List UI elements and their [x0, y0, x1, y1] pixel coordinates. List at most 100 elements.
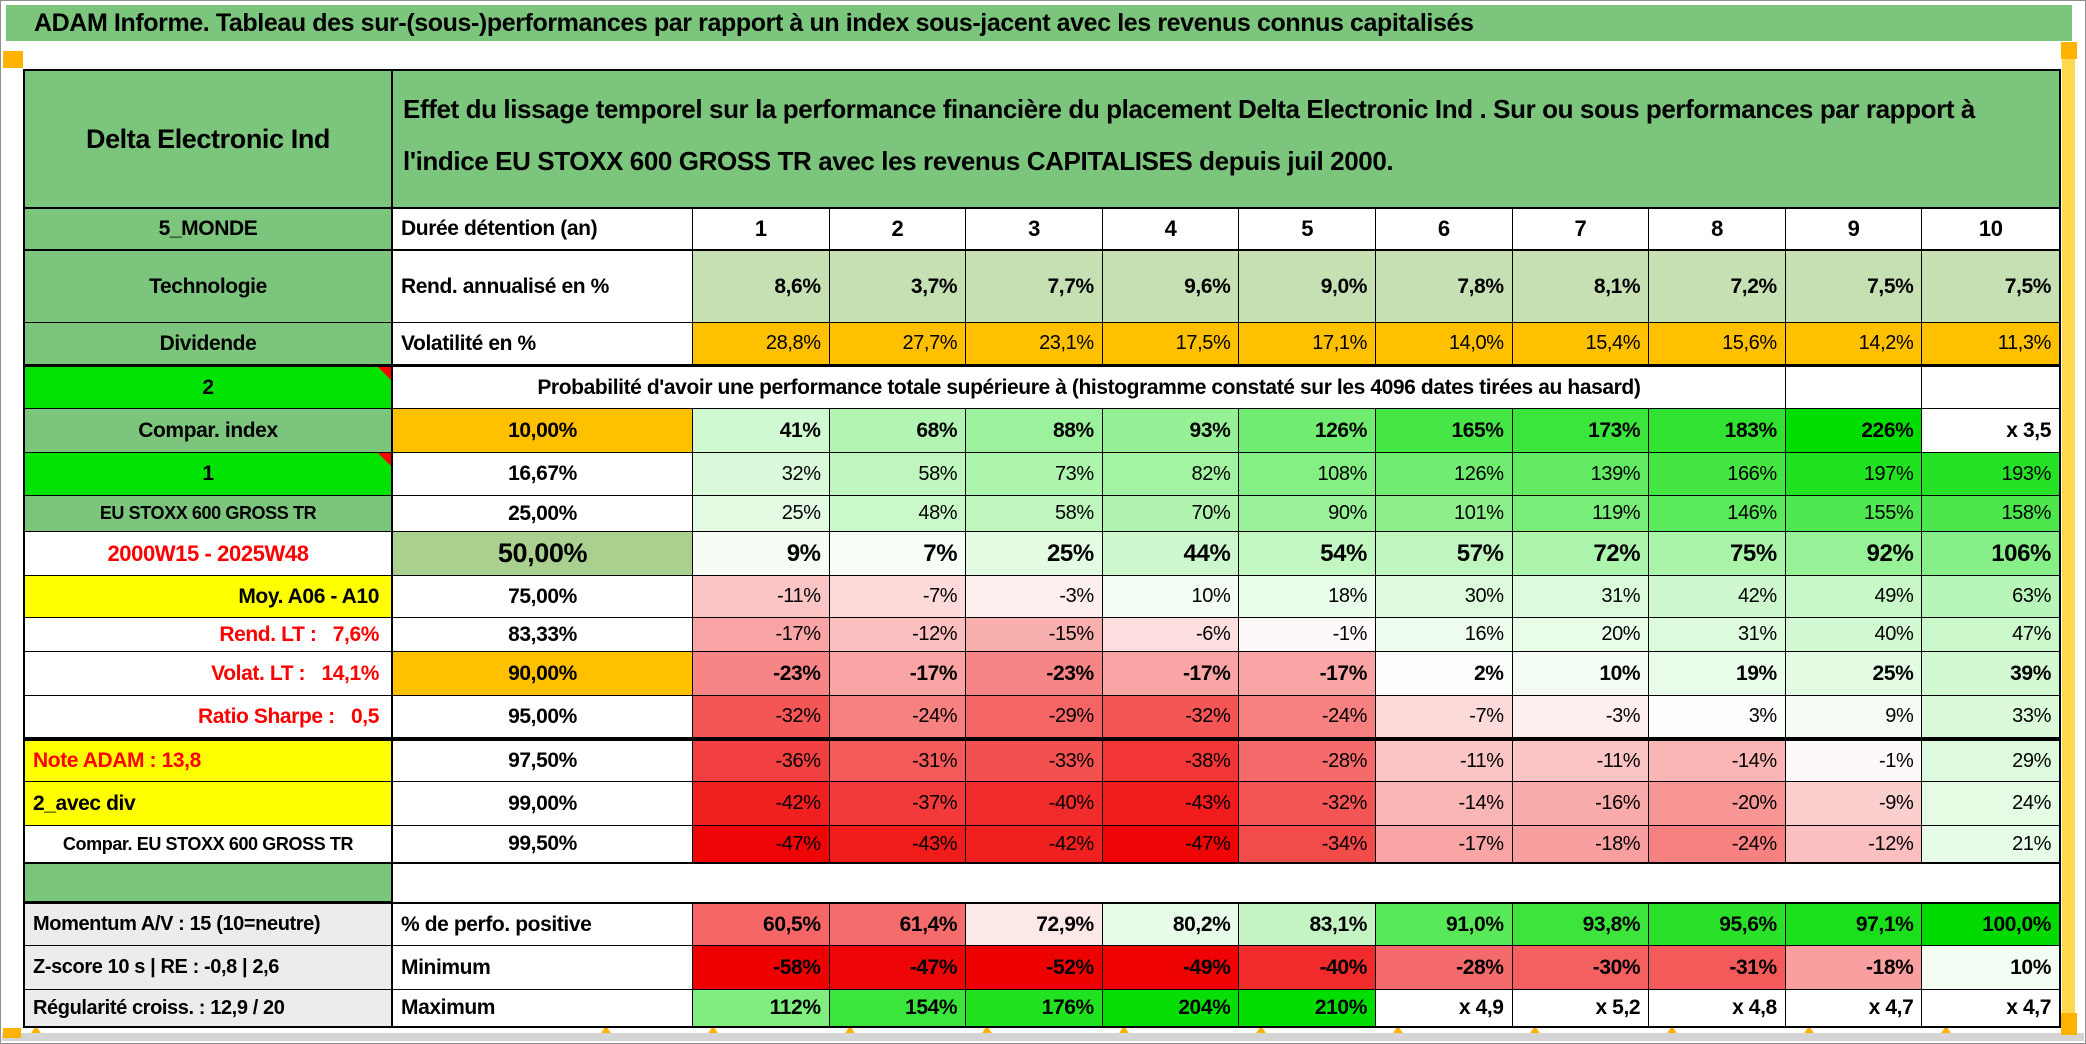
table-cell[interactable]: 15,6% — [1649, 323, 1786, 365]
table-cell[interactable]: 32% — [693, 453, 830, 496]
table-cell[interactable]: 119% — [1512, 496, 1650, 532]
table-cell[interactable]: -11% — [693, 576, 830, 618]
row-label[interactable]: Régularité croiss. : 12,9 / 20 — [25, 990, 393, 1026]
row-header[interactable]: Volatilité en % — [393, 323, 693, 365]
table-cell[interactable]: -42% — [693, 782, 830, 826]
gap-row-label[interactable] — [25, 864, 393, 902]
table-cell[interactable]: 108% — [1239, 453, 1376, 496]
row-label[interactable]: Moy. A06 - A10 — [25, 576, 393, 618]
table-cell[interactable]: 139% — [1512, 453, 1650, 496]
table-cell[interactable]: 101% — [1376, 496, 1513, 532]
table-cell[interactable]: 15,4% — [1512, 323, 1650, 365]
row-header[interactable]: 10,00% — [393, 409, 693, 453]
table-cell[interactable]: 193% — [1922, 453, 2059, 496]
table-cell[interactable]: 92% — [1785, 532, 1923, 576]
table-cell[interactable]: -15% — [966, 618, 1103, 652]
table-cell[interactable]: x 4,9 — [1376, 990, 1513, 1026]
row-label[interactable]: Volat. LT : 14,1% — [25, 652, 393, 696]
table-cell[interactable]: 42% — [1649, 576, 1786, 618]
table-cell[interactable]: x 4,7 — [1785, 990, 1923, 1026]
table-cell[interactable]: -17% — [1102, 652, 1240, 696]
table-cell[interactable]: 154% — [829, 990, 967, 1026]
table-cell[interactable]: 176% — [966, 990, 1103, 1026]
row-header[interactable]: Rend. annualisé en % — [393, 251, 693, 323]
table-cell[interactable]: 112% — [693, 990, 830, 1026]
table-cell[interactable]: 61,4% — [829, 902, 967, 946]
row-label[interactable]: Momentum A/V : 15 (10=neutre) — [25, 902, 393, 946]
table-cell[interactable]: 166% — [1649, 453, 1786, 496]
table-cell[interactable]: 25% — [966, 532, 1103, 576]
table-cell[interactable]: 97,1% — [1785, 902, 1923, 946]
table-cell[interactable]: 41% — [693, 409, 830, 453]
table-cell[interactable]: 20% — [1512, 618, 1650, 652]
table-cell[interactable]: 100,0% — [1922, 902, 2059, 946]
table-cell[interactable]: 3,7% — [829, 251, 967, 323]
row-header[interactable]: 95,00% — [393, 696, 693, 738]
table-cell[interactable]: -28% — [1376, 946, 1513, 990]
row-header[interactable]: 83,33% — [393, 618, 693, 652]
table-cell[interactable]: 2% — [1376, 652, 1513, 696]
table-cell[interactable]: -24% — [1649, 826, 1786, 864]
table-cell[interactable]: -12% — [829, 618, 967, 652]
table-cell[interactable]: -38% — [1102, 738, 1240, 782]
table-cell[interactable]: 8,6% — [693, 251, 830, 323]
table-cell[interactable]: 10% — [1102, 576, 1240, 618]
table-cell[interactable]: -18% — [1785, 946, 1923, 990]
table-cell[interactable]: -28% — [1239, 738, 1376, 782]
row-header[interactable]: 50,00% — [393, 532, 693, 576]
table-cell[interactable]: -24% — [829, 696, 967, 738]
table-cell[interactable]: 9% — [693, 532, 830, 576]
table-cell[interactable]: -3% — [966, 576, 1103, 618]
table-cell[interactable]: -49% — [1102, 946, 1240, 990]
empty-cell[interactable] — [1785, 365, 1923, 409]
table-cell[interactable]: 23,1% — [966, 323, 1103, 365]
row-header[interactable]: 99,50% — [393, 826, 693, 864]
table-cell[interactable]: 155% — [1785, 496, 1923, 532]
table-cell[interactable]: x 3,5 — [1922, 409, 2059, 453]
table-cell[interactable]: -9% — [1785, 782, 1923, 826]
table-cell[interactable]: -1% — [1239, 618, 1376, 652]
row-label[interactable]: Dividende — [25, 323, 393, 365]
table-cell[interactable]: 146% — [1649, 496, 1786, 532]
table-cell[interactable]: -7% — [829, 576, 967, 618]
row-header[interactable]: % de perfo. positive — [393, 902, 693, 946]
table-cell[interactable]: 39% — [1922, 652, 2059, 696]
table-cell[interactable]: 18% — [1239, 576, 1376, 618]
table-cell[interactable]: 80,2% — [1102, 902, 1240, 946]
probability-caption[interactable]: Probabilité d'avoir une performance tota… — [393, 365, 1786, 409]
table-cell[interactable]: 165% — [1376, 409, 1513, 453]
table-cell[interactable]: 7,5% — [1785, 251, 1923, 323]
table-cell[interactable]: 48% — [829, 496, 967, 532]
table-cell[interactable]: 93% — [1102, 409, 1240, 453]
table-cell[interactable]: 31% — [1649, 618, 1786, 652]
column-header[interactable]: 3 — [966, 209, 1103, 251]
table-cell[interactable]: 10% — [1922, 946, 2059, 990]
table-cell[interactable]: 82% — [1102, 453, 1240, 496]
table-cell[interactable]: -23% — [966, 652, 1103, 696]
table-cell[interactable]: 9% — [1785, 696, 1923, 738]
table-cell[interactable]: 88% — [966, 409, 1103, 453]
table-cell[interactable]: -58% — [693, 946, 830, 990]
row-header[interactable]: 16,67% — [393, 453, 693, 496]
table-cell[interactable]: 93,8% — [1512, 902, 1650, 946]
table-cell[interactable]: 3% — [1649, 696, 1786, 738]
table-cell[interactable]: -32% — [1102, 696, 1240, 738]
table-cell[interactable]: 25% — [1785, 652, 1923, 696]
table-cell[interactable]: 70% — [1102, 496, 1240, 532]
table-cell[interactable]: 9,0% — [1239, 251, 1376, 323]
table-cell[interactable]: 7% — [829, 532, 967, 576]
table-cell[interactable]: 91,0% — [1376, 902, 1513, 946]
table-cell[interactable]: 27,7% — [829, 323, 967, 365]
table-cell[interactable]: -32% — [1239, 782, 1376, 826]
table-cell[interactable]: 10% — [1512, 652, 1650, 696]
table-cell[interactable]: 72,9% — [966, 902, 1103, 946]
table-cell[interactable]: 173% — [1512, 409, 1650, 453]
table-cell[interactable]: 11,3% — [1922, 323, 2059, 365]
table-cell[interactable]: 68% — [829, 409, 967, 453]
row-header[interactable]: Maximum — [393, 990, 693, 1026]
table-cell[interactable]: -1% — [1785, 738, 1923, 782]
table-cell[interactable]: -40% — [966, 782, 1103, 826]
table-cell[interactable]: -12% — [1785, 826, 1923, 864]
table-cell[interactable]: 126% — [1239, 409, 1376, 453]
row-header[interactable]: 75,00% — [393, 576, 693, 618]
